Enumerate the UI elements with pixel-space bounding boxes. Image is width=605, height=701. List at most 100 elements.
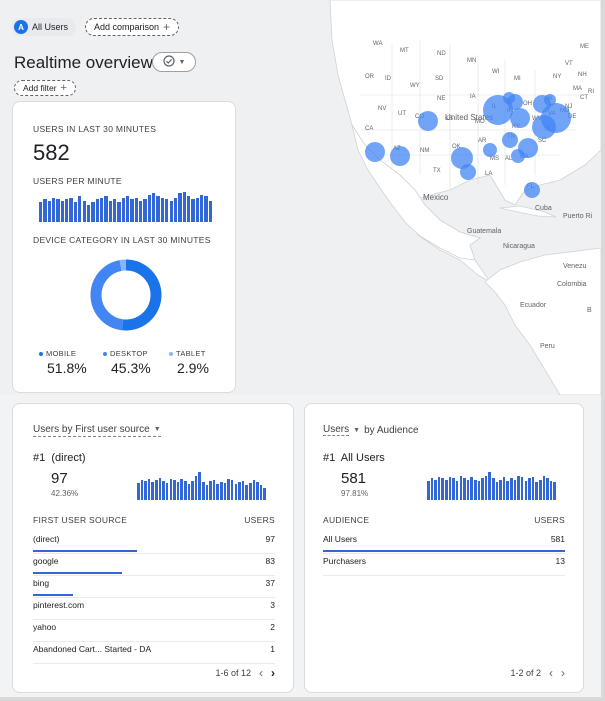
source-sparkline[interactable] (137, 472, 267, 500)
chart-bar[interactable] (112, 199, 117, 222)
chart-bar[interactable] (481, 478, 484, 500)
audience-metric-dropdown[interactable]: Users ▼ by Audience (323, 424, 419, 437)
map-location-bubble[interactable] (544, 94, 556, 106)
chart-bar[interactable] (73, 202, 78, 222)
chart-bar[interactable] (198, 472, 201, 500)
chart-bar[interactable] (209, 480, 212, 500)
chart-bar[interactable] (95, 199, 99, 222)
chart-bar[interactable] (183, 480, 187, 500)
chart-bar[interactable] (178, 193, 182, 222)
chart-bar[interactable] (91, 202, 95, 222)
chart-bar[interactable] (194, 476, 198, 500)
map-location-bubble[interactable] (532, 115, 556, 139)
chart-bar[interactable] (216, 484, 220, 500)
chart-bar[interactable] (147, 194, 152, 222)
chart-bar[interactable] (477, 480, 481, 500)
chart-bar[interactable] (441, 478, 445, 500)
table-row[interactable]: bing 37 (33, 576, 275, 598)
chart-bar[interactable] (455, 480, 459, 500)
chart-bar[interactable] (173, 479, 176, 500)
chart-bar[interactable] (104, 196, 108, 222)
realtime-map[interactable]: WAMTNDMNWIMINYMEVTORIDSDWYNEIAILINOHPANJ… (0, 0, 601, 395)
chart-bar[interactable] (165, 483, 169, 500)
chart-bar[interactable] (245, 485, 248, 500)
chart-bar[interactable] (263, 487, 266, 500)
chart-bar[interactable] (499, 479, 502, 500)
chart-bar[interactable] (162, 480, 165, 500)
add-comparison-button[interactable]: Add comparison + (85, 18, 180, 36)
chart-bar[interactable] (52, 197, 56, 222)
chart-bar[interactable] (434, 479, 437, 500)
chart-bar[interactable] (524, 480, 528, 500)
chart-bar[interactable] (427, 480, 430, 500)
chart-bar[interactable] (528, 478, 531, 500)
donut-slice-desktop[interactable] (90, 260, 124, 331)
chevron-right-icon[interactable]: › (271, 666, 275, 680)
chart-bar[interactable] (470, 477, 473, 500)
chart-bar[interactable] (252, 479, 256, 500)
chart-bar[interactable] (169, 200, 173, 222)
chart-bar[interactable] (535, 482, 538, 500)
chart-bar[interactable] (202, 482, 205, 500)
chart-bar[interactable] (78, 196, 82, 222)
chart-bar[interactable] (151, 482, 155, 500)
chart-bar[interactable] (208, 200, 212, 222)
chart-bar[interactable] (176, 482, 180, 500)
chart-bar[interactable] (517, 475, 520, 500)
chart-bar[interactable] (531, 477, 535, 500)
source-dimension-dropdown[interactable]: Users by First user source ▼ (33, 424, 161, 437)
chart-bar[interactable] (147, 478, 151, 500)
chart-bar[interactable] (99, 197, 104, 222)
chart-bar[interactable] (220, 482, 223, 500)
chart-bar[interactable] (121, 197, 125, 222)
chart-bar[interactable] (134, 197, 139, 222)
chart-bar[interactable] (241, 480, 245, 500)
chart-bar[interactable] (143, 199, 147, 222)
chart-bar[interactable] (156, 196, 160, 222)
chart-bar[interactable] (65, 199, 69, 222)
chart-bar[interactable] (520, 477, 524, 500)
chart-bar[interactable] (212, 479, 216, 500)
chart-bar[interactable] (223, 483, 227, 500)
chart-bar[interactable] (495, 482, 499, 500)
chart-bar[interactable] (86, 204, 91, 222)
chart-bar[interactable] (160, 197, 165, 222)
chevron-left-icon[interactable]: ‹ (259, 666, 263, 680)
chart-bar[interactable] (227, 478, 230, 500)
donut-slice-mobile[interactable] (122, 259, 162, 331)
chevron-right-icon[interactable]: › (561, 666, 565, 680)
chart-bar[interactable] (155, 479, 158, 500)
chart-bar[interactable] (140, 479, 144, 500)
chart-bar[interactable] (199, 194, 204, 222)
chart-bar[interactable] (82, 200, 86, 222)
chart-bar[interactable] (466, 479, 470, 500)
chart-bar[interactable] (513, 479, 517, 500)
chart-bar[interactable] (538, 479, 542, 500)
chart-bar[interactable] (473, 479, 477, 500)
chart-bar[interactable] (204, 196, 208, 222)
chart-bar[interactable] (43, 199, 47, 222)
chart-bar[interactable] (152, 193, 156, 222)
chart-bar[interactable] (191, 480, 194, 500)
table-row[interactable]: yahoo 2 (33, 620, 275, 642)
map-location-bubble[interactable] (418, 111, 438, 131)
chart-bar[interactable] (452, 478, 455, 500)
chart-bar[interactable] (542, 475, 546, 500)
chart-bar[interactable] (459, 475, 463, 500)
chart-bar[interactable] (553, 482, 556, 500)
chart-bar[interactable] (492, 478, 495, 500)
chart-bar[interactable] (56, 199, 60, 222)
chart-bar[interactable] (137, 483, 140, 500)
chart-bar[interactable] (69, 197, 73, 222)
chart-bar[interactable] (484, 475, 488, 500)
map-location-bubble[interactable] (390, 146, 410, 166)
chart-bar[interactable] (47, 200, 52, 222)
chart-bar[interactable] (510, 478, 513, 500)
chart-bar[interactable] (248, 483, 252, 500)
chart-bar[interactable] (195, 197, 199, 222)
audience-sparkline[interactable] (427, 472, 557, 500)
table-row[interactable]: Abandoned Cart... Started - DA 1 (33, 642, 275, 664)
table-row[interactable]: All Users 581 (323, 532, 565, 554)
chart-bar[interactable] (139, 200, 143, 222)
chart-bar[interactable] (187, 484, 191, 500)
